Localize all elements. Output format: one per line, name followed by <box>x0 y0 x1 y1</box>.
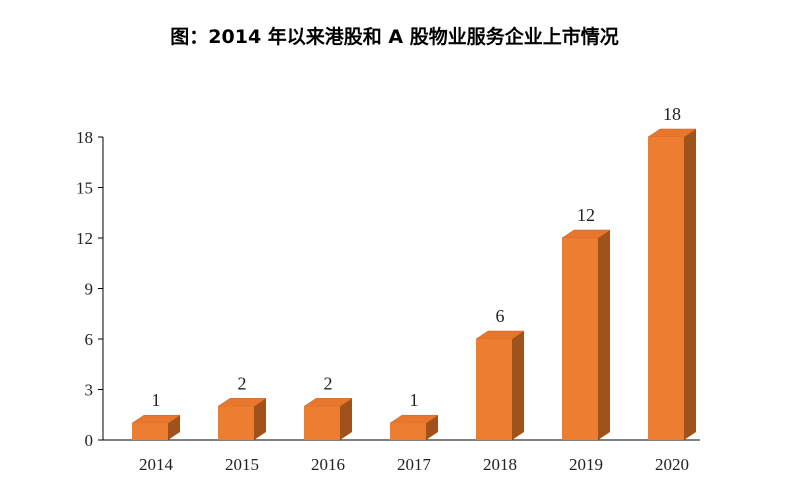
bar-front <box>132 423 168 440</box>
labels: 1 2014 2 2015 2 2016 1 2017 6 2018 12 2019 18 2020 <box>139 104 689 474</box>
data-label-2020: 18 <box>663 104 681 124</box>
bar-2015 <box>217 398 267 440</box>
y-tick-label: 18 <box>76 128 93 147</box>
bar-front <box>648 137 684 440</box>
bar-2017 <box>389 414 439 440</box>
bar-side <box>684 129 696 440</box>
bar-front <box>476 339 512 440</box>
data-label-2016: 2 <box>324 373 333 393</box>
x-tick-label-2016: 2016 <box>311 455 345 474</box>
data-label-2019: 12 <box>577 205 595 225</box>
bar-front <box>562 238 598 440</box>
data-label-2015: 2 <box>238 373 247 393</box>
chart-title: 图：2014 年以来港股和 A 股物业服务企业上市情况 <box>170 26 619 48</box>
y-tick-label: 3 <box>85 381 94 400</box>
data-label-2017: 1 <box>410 390 419 410</box>
bar-side <box>598 230 610 440</box>
bar-side <box>254 398 266 440</box>
data-label-2014: 1 <box>152 390 161 410</box>
bar-2019 <box>561 229 611 440</box>
bar-front <box>390 423 426 440</box>
bar-side <box>512 331 524 440</box>
x-tick-label-2019: 2019 <box>569 455 603 474</box>
x-tick-label-2017: 2017 <box>397 455 432 474</box>
bar-2016 <box>303 398 353 440</box>
x-tick-label-2020: 2020 <box>655 455 689 474</box>
bar-front <box>304 406 340 440</box>
bar-front <box>218 406 254 440</box>
bar-2018 <box>475 330 525 440</box>
bar-2014 <box>131 414 181 440</box>
y-tick-label: 12 <box>76 229 93 248</box>
y-tick-label: 15 <box>76 179 93 198</box>
bars <box>131 128 697 440</box>
bar-side <box>340 398 352 440</box>
y-tick-label: 0 <box>85 431 94 450</box>
y-tick-label: 6 <box>85 330 94 349</box>
y-tick-label: 9 <box>85 280 94 299</box>
x-tick-label-2018: 2018 <box>483 455 517 474</box>
bar-2020 <box>647 128 697 440</box>
x-tick-label-2015: 2015 <box>225 455 259 474</box>
data-label-2018: 6 <box>496 306 505 326</box>
x-tick-label-2014: 2014 <box>139 455 174 474</box>
